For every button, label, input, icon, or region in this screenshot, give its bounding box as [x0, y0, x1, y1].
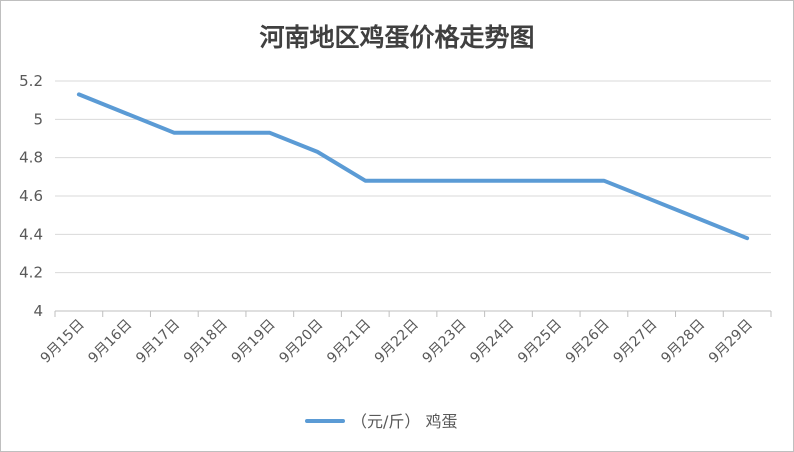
data-point[interactable] [554, 179, 558, 183]
data-point[interactable] [77, 92, 81, 96]
x-axis-ticks: 9月15日9月16日9月17日9月18日9月19日9月20日9月21日9月22日… [38, 317, 756, 367]
chart-title: 河南地区鸡蛋价格走势图 [259, 23, 534, 52]
y-tick-label: 4.6 [19, 187, 43, 205]
y-tick-label: 5.2 [19, 72, 43, 90]
x-tick-label: 9月17日 [133, 317, 183, 367]
x-tick-label: 9月20日 [276, 317, 326, 367]
data-point[interactable] [650, 198, 654, 202]
data-point[interactable] [602, 179, 606, 183]
legend[interactable]: （元/斤） 鸡蛋 [305, 412, 457, 431]
x-tick-label: 9月27日 [610, 317, 660, 367]
x-tick-label: 9月21日 [324, 317, 374, 367]
series-line-0[interactable] [76, 92, 750, 241]
data-point[interactable] [316, 150, 320, 154]
data-point[interactable] [745, 236, 749, 240]
y-tick-label: 4.2 [19, 264, 43, 282]
data-point[interactable] [172, 131, 176, 135]
data-point[interactable] [506, 179, 510, 183]
x-tick-label: 9月24日 [467, 317, 517, 367]
series-layer [76, 92, 750, 241]
data-point[interactable] [125, 112, 129, 116]
y-tick-label: 4.4 [19, 225, 43, 243]
legend-label-eggs: （元/斤） 鸡蛋 [351, 412, 457, 431]
x-tick-label: 9月23日 [420, 317, 470, 367]
x-tick-label: 9月25日 [515, 317, 565, 367]
y-tick-label: 5 [33, 110, 43, 128]
x-tick-label: 9月18日 [181, 317, 231, 367]
x-tick-label: 9月15日 [38, 317, 88, 367]
y-tick-label: 4.8 [19, 149, 43, 167]
x-tick-label: 9月26日 [563, 317, 613, 367]
x-tick-label: 9月16日 [85, 317, 135, 367]
data-point[interactable] [459, 179, 463, 183]
data-point[interactable] [411, 179, 415, 183]
y-tick-label: 4 [33, 302, 43, 320]
data-point[interactable] [220, 131, 224, 135]
x-axis [54, 310, 772, 317]
y-axis-ticks: 4 4.2 4.4 4.6 4.8 5 5.2 [19, 72, 43, 320]
data-point[interactable] [697, 217, 701, 221]
x-tick-label: 9月28日 [658, 317, 708, 367]
x-tick-label: 9月22日 [372, 317, 422, 367]
data-point[interactable] [268, 131, 272, 135]
gridlines [55, 80, 771, 274]
x-tick-label: 9月29日 [706, 317, 756, 367]
x-tick-label: 9月19日 [229, 317, 279, 367]
data-point[interactable] [363, 179, 367, 183]
